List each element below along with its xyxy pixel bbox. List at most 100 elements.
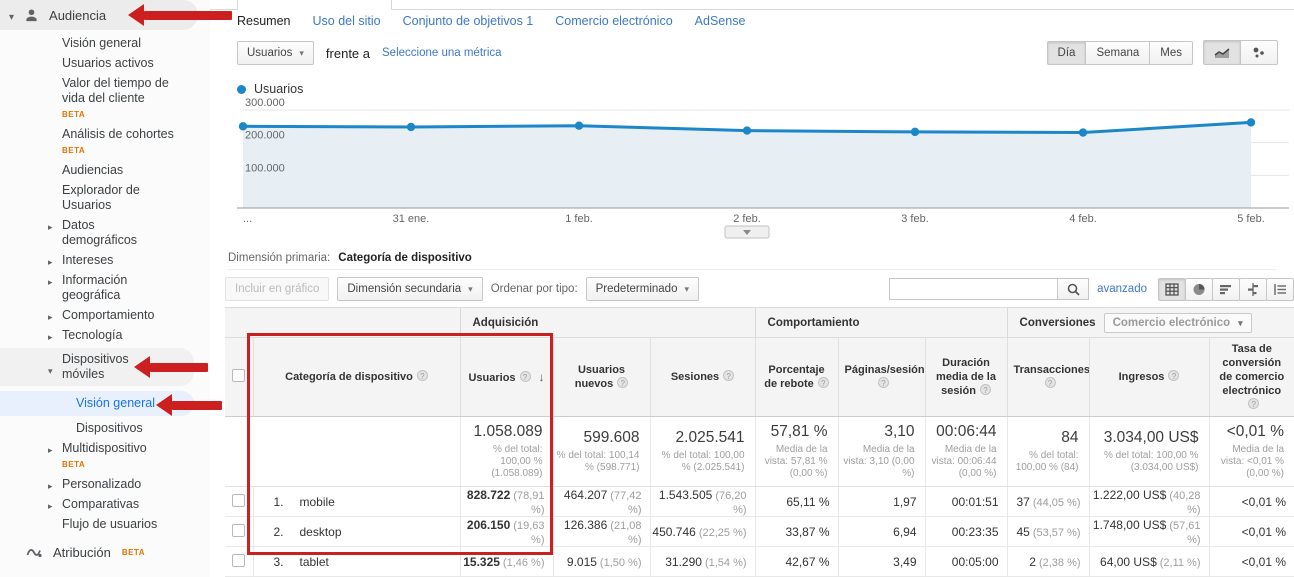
svg-text:3 feb.: 3 feb.	[901, 213, 929, 225]
totals-duracion: 00:06:44 Media de la vista: 00:06:44 (0,0…	[924, 416, 1008, 487]
col-header-tasa-conversion[interactable]: Tasa de conversión de comercio electróni…	[1208, 337, 1294, 417]
sort-type-dropdown[interactable]: Predeterminado	[585, 277, 699, 301]
sidebar-item-intereses[interactable]: Intereses	[0, 253, 210, 268]
chart-x-labels: ... 31 ene. 1 feb. 2 feb. 3 feb. 4 feb. 5 feb.	[243, 213, 1265, 225]
percentage-view-button[interactable]	[1185, 277, 1213, 301]
sidebar-item-explorador-usuarios[interactable]: Explorador de Usuarios	[62, 183, 140, 212]
totals-usuarios: 1.058.089% del total: 100,00 % (1.058.08…	[459, 416, 553, 487]
chevron-right-icon	[48, 274, 53, 290]
select-all-cell	[225, 337, 253, 417]
sidebar-item-comparativas[interactable]: Comparativas	[0, 497, 210, 512]
dimension-cell[interactable]: 1. mobile	[252, 486, 460, 517]
sidebar-item-audiencia[interactable]: Audiencia	[0, 0, 198, 30]
col-header-sesiones[interactable]: Sesiones?	[649, 337, 756, 417]
tab-adsense[interactable]: AdSense	[694, 14, 746, 28]
table-search	[889, 278, 1090, 300]
sidebar-item-atribucion[interactable]: Atribución BETA	[0, 544, 210, 560]
tab-resumen[interactable]: Resumen	[237, 14, 291, 28]
table-column-header-row: Categoría de dispositivo? Usuarios? ↓ Usu…	[225, 337, 1294, 417]
chart-legend: Usuarios	[237, 82, 1294, 96]
col-header-usuarios[interactable]: Usuarios? ↓	[459, 337, 553, 417]
col-header-categoria-dispositivo[interactable]: Categoría de dispositivo?	[252, 337, 460, 417]
table-view-switcher	[1158, 277, 1294, 301]
table-group-header-row: Adquisición Comportamiento Conversiones …	[225, 307, 1294, 338]
chevron-down-icon	[468, 283, 473, 295]
usuarios-timeline-chart[interactable]: 300.000 200.000 100.000 ... 31 ene. 1 feb. 2 …	[237, 98, 1289, 240]
advanced-search-link[interactable]: avanzado	[1097, 283, 1147, 295]
line-chart-button[interactable]	[1203, 40, 1242, 65]
totals-tasa: <0,01 % Media de la vista: <0,01 % (0,00 …	[1208, 416, 1294, 487]
search-icon	[1067, 283, 1080, 296]
sidebar-item-datos-demograficos[interactable]: Datos demográficos	[0, 218, 210, 248]
sidebar-item-analisis-cohortes[interactable]: Análisis de cohortes BETA	[0, 127, 210, 158]
week-button[interactable]: Semana	[1085, 40, 1151, 65]
chart-area-fill	[243, 122, 1251, 208]
row-checkbox[interactable]	[232, 553, 246, 567]
help-icon: ?	[519, 370, 531, 382]
sidebar-item-tecnologia[interactable]: Tecnología	[0, 328, 210, 343]
tab-uso-del-sitio[interactable]: Uso del sitio	[312, 14, 381, 28]
sidebar-item-usuarios-activos[interactable]: Usuarios activos	[62, 56, 154, 70]
tab-conjunto-objetivos[interactable]: Conjunto de objetivos 1	[402, 14, 534, 28]
comparison-view-button[interactable]	[1239, 277, 1267, 301]
pie-chart-icon	[1193, 283, 1205, 295]
col-header-transacciones[interactable]: Transacciones?	[1006, 337, 1090, 417]
timeline-slider-handle[interactable]	[724, 225, 770, 239]
chart-controls: Día Semana Mes	[1046, 40, 1279, 65]
conversion-type-dropdown[interactable]: Comercio electrónico	[1103, 312, 1252, 333]
row-checkbox[interactable]	[232, 523, 246, 537]
select-all-checkbox[interactable]	[232, 368, 246, 382]
svg-text:...: ...	[243, 213, 252, 225]
chevron-right-icon	[48, 329, 53, 345]
secondary-dimension-dropdown[interactable]: Dimensión secundaria	[337, 277, 483, 301]
search-button[interactable]	[1057, 278, 1090, 300]
table-row-tablet: 3. tablet 15.325 (1,46 %) 9.015 (1,50 %) 31…	[225, 546, 1294, 577]
svg-text:200.000: 200.000	[245, 130, 285, 142]
atribucion-label: Atribución	[53, 544, 111, 560]
sidebar-item-audiencias[interactable]: Audiencias	[62, 163, 124, 177]
data-table-view-button[interactable]	[1158, 277, 1186, 301]
totals-sesiones: 2.025.541% del total: 100,00 % (2.025.54…	[649, 416, 756, 487]
chart-data-points	[238, 118, 1256, 137]
report-content: Resumen Uso del sitio Conjunto de objeti…	[210, 0, 1294, 577]
sidebar-item-dispositivos-moviles[interactable]: Dispositivos móviles	[0, 348, 194, 386]
sidebar-item-dispositivos-vision-general[interactable]: Visión general	[0, 391, 194, 416]
col-header-porcentaje-rebote[interactable]: Porcentaje de rebote?	[754, 337, 839, 417]
day-button[interactable]: Día	[1046, 40, 1087, 65]
totals-transacciones: 84% del total: 100,00 % (84)	[1006, 416, 1090, 487]
plot-rows-button[interactable]: Incluir en gráfico	[225, 277, 330, 301]
primary-dimension-value[interactable]: Categoría de dispositivo	[338, 252, 472, 264]
sidebar-item-vision-general[interactable]: Visión general	[62, 36, 141, 50]
totals-ingresos: 3.034,00 US$% del total: 100,00 % (3.034…	[1088, 416, 1210, 487]
group-header-blank	[225, 307, 460, 338]
help-icon: ?	[1044, 377, 1056, 388]
sidebar-item-personalizado[interactable]: Personalizado	[0, 477, 210, 492]
performance-view-button[interactable]	[1212, 277, 1240, 301]
metric-dropdown[interactable]: Usuarios	[237, 41, 314, 65]
sidebar-item-dispositivos[interactable]: Dispositivos	[76, 421, 143, 435]
row-checkbox[interactable]	[232, 493, 246, 507]
col-header-ingresos[interactable]: Ingresos?	[1088, 337, 1210, 417]
select-metric-link[interactable]: Seleccione una métrica	[382, 47, 502, 59]
sidebar-item-flujo-usuarios[interactable]: Flujo de usuarios	[62, 517, 158, 531]
pivot-view-button[interactable]	[1266, 277, 1294, 301]
search-input[interactable]	[889, 278, 1058, 300]
beta-badge: BETA	[62, 460, 86, 469]
svg-text:2 feb.: 2 feb.	[733, 213, 761, 225]
audience-person-icon	[23, 7, 40, 24]
col-header-paginas-sesion[interactable]: Páginas/sesión?	[837, 337, 926, 417]
sidebar-item-valor-tiempo-vida[interactable]: Valor del tiempo de vida del cliente BETA	[0, 76, 210, 122]
dimension-cell[interactable]: 3. tablet	[252, 546, 460, 577]
sidebar-item-comportamiento[interactable]: Comportamiento	[0, 308, 210, 323]
dimension-cell[interactable]: 2. desktop	[252, 516, 460, 547]
col-header-duracion-media[interactable]: Duración media de la sesión?	[924, 337, 1008, 417]
month-button[interactable]: Mes	[1149, 40, 1194, 65]
report-tabs: Resumen Uso del sitio Conjunto de objeti…	[210, 0, 1294, 28]
sidebar-item-informacion-geografica[interactable]: Información geográfica	[0, 273, 210, 303]
device-category-table: Adquisición Comportamiento Conversiones …	[225, 307, 1294, 577]
chevron-down-icon	[48, 363, 53, 379]
tab-comercio-electronico[interactable]: Comercio electrónico	[555, 14, 673, 28]
col-header-usuarios-nuevos[interactable]: Usuarios nuevos?	[552, 337, 650, 417]
motion-chart-button[interactable]	[1240, 40, 1279, 65]
